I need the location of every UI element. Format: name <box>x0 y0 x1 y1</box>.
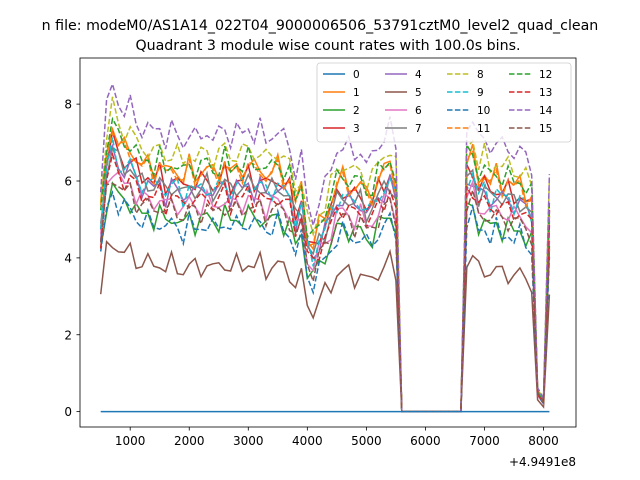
y-tick-label: 2 <box>64 328 72 342</box>
series-line-1 <box>99 126 551 413</box>
legend-label-9: 9 <box>477 87 484 99</box>
series-line-6 <box>99 170 551 413</box>
x-tick-label: 1000 <box>115 434 146 448</box>
y-tick-label: 4 <box>64 251 72 265</box>
series-line-5 <box>99 240 551 413</box>
legend-label-12: 12 <box>539 69 552 81</box>
x-tick-label: 7000 <box>469 434 500 448</box>
x-tick-label: 5000 <box>351 434 382 448</box>
legend-label-3: 3 <box>353 123 360 135</box>
legend-label-8: 8 <box>477 69 484 81</box>
legend-label-5: 5 <box>415 87 422 99</box>
legend-label-0: 0 <box>353 69 360 81</box>
legend-label-2: 2 <box>353 105 360 117</box>
y-tick-label: 0 <box>64 405 72 419</box>
x-tick-label: 6000 <box>410 434 441 448</box>
chart-title: Quadrant 3 module wise count rates with … <box>135 38 520 54</box>
series-line-10 <box>99 189 551 413</box>
legend-box <box>316 62 572 143</box>
y-tick-label: 6 <box>64 175 72 189</box>
legend-label-11: 11 <box>477 123 490 135</box>
legend-label-15: 15 <box>539 123 552 135</box>
legend-label-14: 14 <box>539 105 553 117</box>
legend-label-10: 10 <box>477 105 490 117</box>
legend-label-7: 7 <box>415 123 422 135</box>
x-tick-label: 2000 <box>174 434 205 448</box>
x-tick-label: 8000 <box>528 434 559 448</box>
series-line-14 <box>99 81 551 413</box>
legend-label-6: 6 <box>415 105 422 117</box>
plot-frame <box>79 57 577 428</box>
y-tick-label: 8 <box>64 98 72 112</box>
series-line-15 <box>99 181 551 413</box>
series-lines <box>99 81 551 413</box>
axes: 1000 2000 3000 4000 5000 6000 7000 8000 0 2 4 6 8 <box>64 98 558 448</box>
figure-suptitle: n file: modeM0/AS1A14_022T04_9000006506_… <box>42 18 599 34</box>
series-line-12 <box>99 116 551 413</box>
legend-label-4: 4 <box>415 69 422 81</box>
legend-label-13: 13 <box>539 87 552 99</box>
x-tick-label: 4000 <box>292 434 323 448</box>
series-line-13 <box>99 151 551 413</box>
legend-label-1: 1 <box>353 87 360 99</box>
x-offset-text: +4.9491e8 <box>509 455 576 469</box>
series-line-9 <box>99 137 551 413</box>
x-tick-label: 3000 <box>233 434 264 448</box>
